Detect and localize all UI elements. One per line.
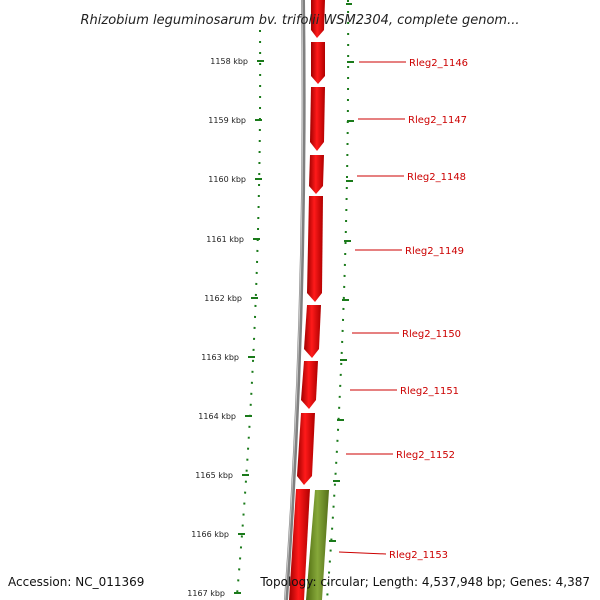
gene-arrow-1149 xyxy=(307,196,323,302)
kbp-tick-label: 1166 kbp xyxy=(191,530,229,539)
kbp-tick-label: 1159 kbp xyxy=(208,116,246,125)
kbp-tick-label: 1167 kbp xyxy=(187,589,225,598)
inner-ring-ticks xyxy=(329,3,354,542)
gene-label[interactable]: Rleg2_1153 xyxy=(389,550,448,561)
gene-label[interactable]: Rleg2_1149 xyxy=(405,246,464,257)
gene-arrow-1148 xyxy=(309,155,324,194)
gene-arrow-1147 xyxy=(310,87,325,151)
gene-arrow-1145 xyxy=(311,0,325,38)
gene-leader-line xyxy=(338,551,387,555)
kbp-tick-label: 1164 kbp xyxy=(198,412,236,421)
kbp-tick-label: 1165 kbp xyxy=(195,471,233,480)
gene-label[interactable]: Rleg2_1150 xyxy=(402,329,461,340)
kbp-tick-label: 1161 kbp xyxy=(206,235,244,244)
gene-arrow-1151 xyxy=(301,361,318,409)
gene-label[interactable]: Rleg2_1146 xyxy=(409,58,468,69)
gene-track xyxy=(289,0,325,600)
gene-label[interactable]: Rleg2_1148 xyxy=(407,172,466,183)
gene-labels: Rleg2_1146 Rleg2_1147 Rleg2_1148 Rleg2_1149… xyxy=(338,58,468,561)
kbp-ticks: 1158 kbp 1159 kbp 1160 kbp 1161 kbp 1162 kbp… xyxy=(187,57,264,598)
green-feature xyxy=(306,490,329,600)
gene-label[interactable]: Rleg2_1147 xyxy=(408,115,467,126)
kbp-tick-label: 1162 kbp xyxy=(204,294,242,303)
kbp-tick-label: 1160 kbp xyxy=(208,175,246,184)
topology-text: Topology: circular; Length: 4,537,948 bp… xyxy=(259,575,590,589)
gene-arrow-1153 xyxy=(289,489,310,600)
outer-tick-ring xyxy=(236,29,262,596)
gene-arrow-1150 xyxy=(304,305,321,358)
accession-text: Accession: NC_011369 xyxy=(8,575,144,589)
map-title: Rhizobium leguminosarum bv. trifolii WSM… xyxy=(81,13,520,28)
gene-arrow-1146 xyxy=(311,42,325,84)
genome-backbone-highlight xyxy=(284,0,304,600)
gene-label[interactable]: Rleg2_1151 xyxy=(400,386,459,397)
gene-arrow-1152 xyxy=(297,413,315,485)
kbp-tick-label: 1158 kbp xyxy=(210,57,248,66)
gene-label[interactable]: Rleg2_1152 xyxy=(396,450,455,461)
kbp-tick-label: 1163 kbp xyxy=(201,353,239,362)
genome-backbone xyxy=(284,0,306,600)
